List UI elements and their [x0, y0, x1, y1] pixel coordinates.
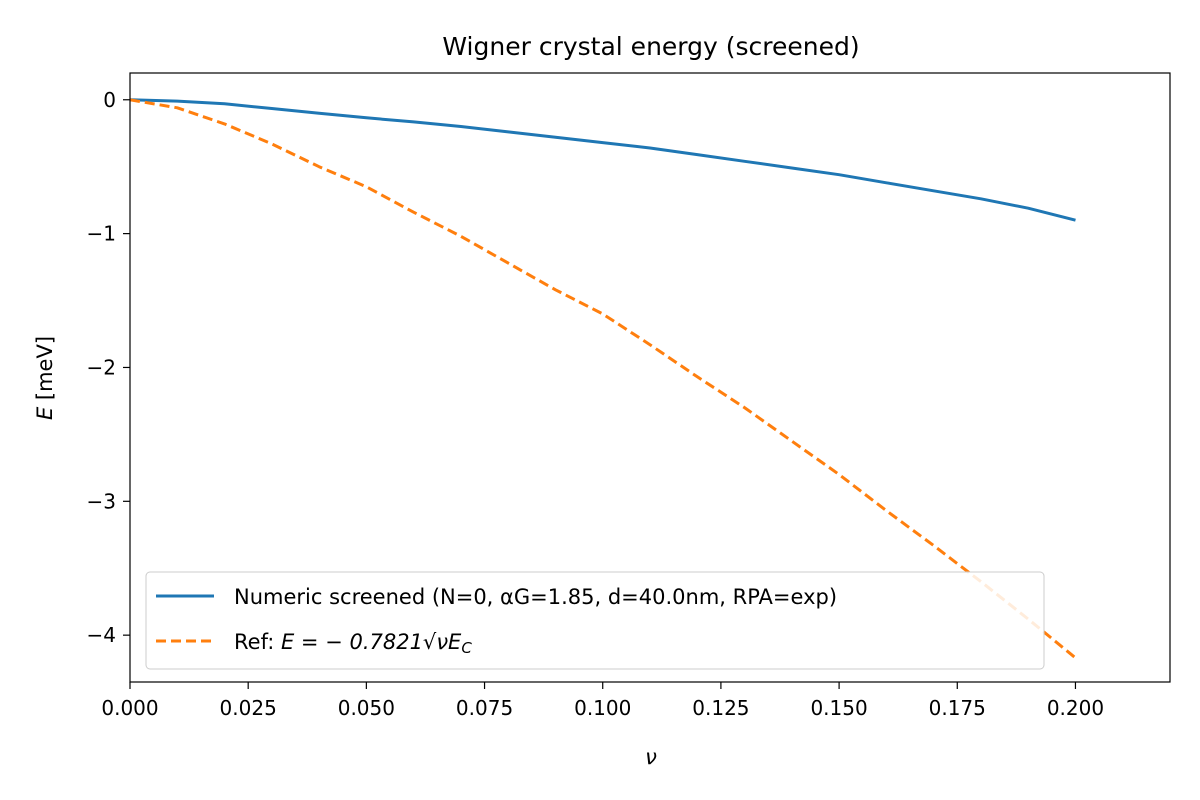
legend: Numeric screened (N=0, αG=1.85, d=40.0nm… — [145, 571, 1045, 670]
x-tick-label: 0.075 — [456, 696, 513, 720]
y-tick-label: −4 — [87, 623, 116, 647]
y-axis: 0 −1 −2 −3 −4 — [87, 88, 130, 647]
y-tick-label: −1 — [87, 222, 116, 246]
chart-title: Wigner crystal energy (screened) — [442, 32, 859, 61]
x-tick-label: 0.000 — [101, 696, 158, 720]
y-tick-label: −2 — [87, 355, 116, 379]
x-tick-label: 0.125 — [692, 696, 749, 720]
x-tick-label: 0.150 — [810, 696, 867, 720]
legend-label-ref-sub: C — [461, 639, 472, 657]
y-axis-label-var: E — [33, 406, 57, 420]
x-axis: 0.000 0.025 0.050 0.075 0.100 0.125 0.150 0.175… — [101, 682, 1104, 720]
legend-box — [145, 571, 1045, 670]
x-tick-label: 0.025 — [220, 696, 277, 720]
y-axis-label: E [meV] — [33, 336, 57, 420]
y-tick-label: −3 — [87, 489, 116, 513]
x-tick-label: 0.200 — [1047, 696, 1104, 720]
x-tick-label: 0.100 — [574, 696, 631, 720]
series-line-0 — [129, 98, 1076, 222]
plot-area — [129, 98, 1077, 660]
legend-label-ref-math: E = − 0.7821√νE — [281, 630, 462, 654]
y-axis-label-unit: [meV] — [33, 336, 57, 407]
x-tick-label: 0.175 — [929, 696, 986, 720]
x-axis-label: ν — [645, 745, 657, 769]
y-tick-label: 0 — [103, 88, 116, 112]
legend-label-numeric: Numeric screened (N=0, αG=1.85, d=40.0nm… — [234, 585, 837, 609]
series-line-1 — [129, 98, 1077, 660]
plot-frame — [129, 72, 1171, 683]
legend-label-ref: Ref: E = − 0.7821√νEC — [234, 630, 472, 657]
legend-label-ref-prefix: Ref: — [234, 630, 281, 654]
x-tick-label: 0.050 — [338, 696, 395, 720]
